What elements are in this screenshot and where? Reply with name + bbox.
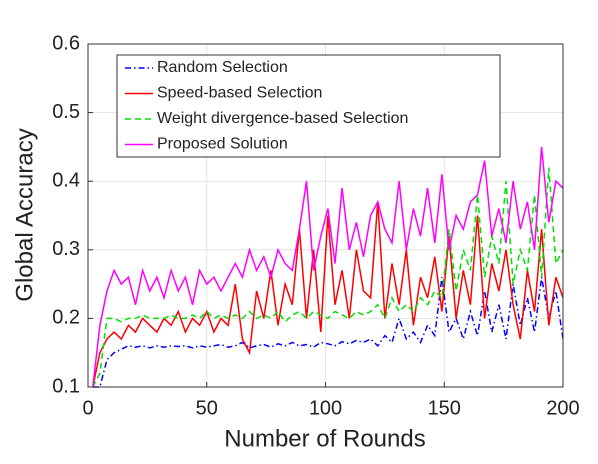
series-line xyxy=(92,146,564,388)
legend-label: Speed-based Selection xyxy=(157,85,322,102)
x-axis-label: Number of Rounds xyxy=(224,425,425,452)
x-tick-label: 200 xyxy=(546,397,579,419)
y-tick-label: 0.4 xyxy=(52,169,80,191)
x-tick-label: 0 xyxy=(82,397,93,419)
y-tick-label: 0.2 xyxy=(52,307,80,329)
legend: Random Selection Speed-based Selection Wei… xyxy=(116,54,501,158)
x-tick-label: 50 xyxy=(196,397,218,419)
x-tick-label: 150 xyxy=(428,397,461,419)
y-tick-label: 0.5 xyxy=(52,101,80,123)
series-line xyxy=(92,167,564,388)
plot-frame xyxy=(87,43,564,388)
y-axis-label: Global Accuracy xyxy=(11,128,38,301)
y-tick-label: 0.3 xyxy=(52,238,80,260)
legend-box xyxy=(116,54,501,158)
series-line xyxy=(92,201,564,388)
y-tick-label: 0.1 xyxy=(52,375,80,397)
legend-label: Weight divergence-based Selection xyxy=(157,110,408,127)
legend-label: Random Selection xyxy=(157,59,288,76)
legend-label: Proposed Solution xyxy=(157,136,288,153)
series-line xyxy=(92,277,564,388)
x-tick-label: 100 xyxy=(309,397,342,419)
y-tick-label: 0.6 xyxy=(52,32,80,54)
